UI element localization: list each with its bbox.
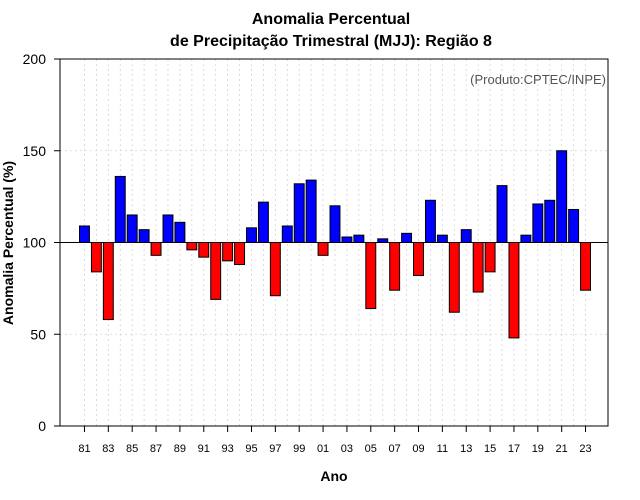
bar-2012 <box>448 242 460 313</box>
bar-1999 <box>293 183 305 243</box>
x-tick-label: 03 <box>341 443 353 455</box>
bar-2010 <box>424 199 436 243</box>
x-tick-label: 13 <box>460 443 472 455</box>
x-tick-label: 23 <box>579 443 591 455</box>
chart-title-line2: de Precipitação Trimestral (MJJ): Região… <box>170 33 492 50</box>
bar-1983 <box>102 242 114 321</box>
bar-1996 <box>257 201 269 244</box>
bar-2009 <box>413 242 424 277</box>
y-axis: 0 50 100 150 200 <box>23 51 60 434</box>
bar-2013 <box>460 229 472 243</box>
x-tick-label: 15 <box>484 443 496 455</box>
bar-1988 <box>162 214 174 244</box>
x-tick-label: 85 <box>126 443 138 455</box>
bar-1990 <box>186 242 198 251</box>
bar-1981 <box>79 225 90 243</box>
bar-2023 <box>580 242 591 291</box>
x-axis: 81 83 85 87 89 91 93 95 97 99 01 03 05 07 09 11 13 15 17 19… <box>78 426 592 455</box>
bar-2005 <box>365 242 377 310</box>
x-tick-label: 97 <box>269 443 281 455</box>
bar-1995 <box>246 227 257 244</box>
bar-1998 <box>281 225 293 243</box>
bar-2022 <box>568 208 580 243</box>
bar-1994 <box>234 242 246 266</box>
bar-2018 <box>520 234 532 244</box>
bar-2002 <box>329 205 341 244</box>
x-axis-label: Ano <box>320 468 347 484</box>
bar-2011 <box>436 234 448 244</box>
x-tick-label: 81 <box>78 443 90 455</box>
x-tick-label: 19 <box>532 443 544 455</box>
bar-1991 <box>198 242 210 258</box>
x-tick-label: 87 <box>150 443 162 455</box>
bar-2015 <box>484 242 496 273</box>
bar-1997 <box>269 242 281 297</box>
bar-2008 <box>401 232 413 243</box>
bar-1982 <box>90 242 102 273</box>
y-tick-label: 100 <box>23 235 47 251</box>
bar-2020 <box>544 199 556 243</box>
y-tick-label: 0 <box>38 418 46 434</box>
y-tick-label: 50 <box>30 326 46 342</box>
bar-1985 <box>126 214 138 244</box>
bar-2003 <box>341 236 353 243</box>
bar-1992 <box>210 242 222 300</box>
x-tick-label: 89 <box>174 443 186 455</box>
x-tick-label: 91 <box>198 443 210 455</box>
bar-1993 <box>222 242 234 262</box>
bar-1986 <box>138 229 150 243</box>
bar-2004 <box>353 234 365 244</box>
bar-2021 <box>556 150 568 243</box>
bar-2000 <box>305 179 317 243</box>
bar-1984 <box>114 175 126 243</box>
y-tick-label: 150 <box>23 143 47 159</box>
x-tick-label: 21 <box>556 443 568 455</box>
bar-2017 <box>508 242 520 339</box>
x-tick-label: 83 <box>102 443 114 455</box>
bar-2016 <box>496 185 508 244</box>
bar-1989 <box>174 221 186 244</box>
bar-2001 <box>317 242 329 256</box>
bar-2014 <box>472 242 484 293</box>
x-tick-label: 99 <box>293 443 305 455</box>
x-tick-label: 93 <box>222 443 234 455</box>
chart-title-line1: Anomalia Percentual <box>252 11 410 28</box>
y-tick-label: 200 <box>23 51 47 67</box>
x-tick-label: 95 <box>245 443 257 455</box>
bar-2007 <box>389 242 401 291</box>
bar-2019 <box>532 203 544 243</box>
grid-layer <box>60 59 608 426</box>
x-tick-label: 01 <box>317 443 329 455</box>
credit-text: (Produto:CPTEC/INPE) <box>470 72 606 87</box>
y-axis-label: Anomalia Percentual (%) <box>0 161 16 325</box>
x-tick-label: 05 <box>365 443 377 455</box>
bar-1987 <box>150 242 162 256</box>
bar-2006 <box>377 238 389 244</box>
x-tick-label: 17 <box>508 443 520 455</box>
x-tick-label: 09 <box>412 443 424 455</box>
x-tick-label: 11 <box>437 443 448 455</box>
x-tick-label: 07 <box>389 443 401 455</box>
